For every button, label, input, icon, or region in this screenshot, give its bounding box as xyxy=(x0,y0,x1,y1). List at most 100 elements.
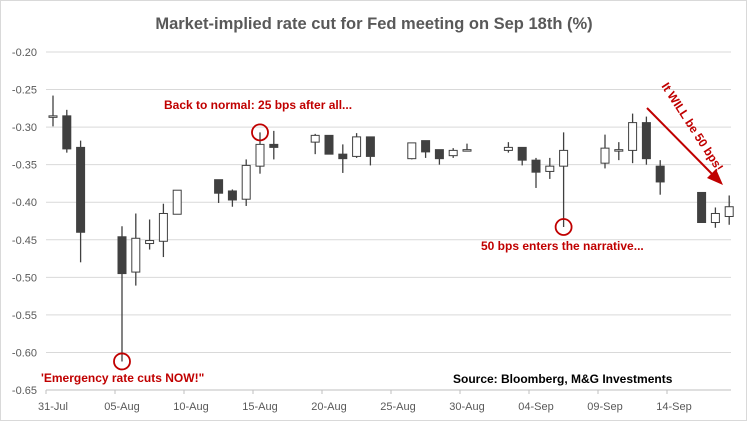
candle xyxy=(48,95,58,127)
candle-body xyxy=(214,179,224,194)
candle-body xyxy=(697,191,707,224)
annotation-circle-emergency xyxy=(113,352,131,371)
y-tick-label: -0.35 xyxy=(12,160,37,172)
x-tick-label: 30-Aug xyxy=(449,401,484,413)
candle-body xyxy=(48,115,58,118)
candle xyxy=(310,133,320,155)
annotation-back-to-normal: Back to normal: 25 bps after all... xyxy=(164,98,352,112)
candle-body xyxy=(172,189,182,215)
candle xyxy=(462,143,472,152)
x-tick-label: 25-Aug xyxy=(380,401,415,413)
candle xyxy=(655,160,665,195)
candle-body xyxy=(227,190,237,201)
candle-body xyxy=(724,206,734,217)
candle xyxy=(421,140,431,158)
candle-body xyxy=(365,136,375,157)
candle-body xyxy=(62,115,72,150)
candle xyxy=(407,142,417,160)
candle-body xyxy=(352,136,362,157)
candle-body xyxy=(76,146,86,233)
candle xyxy=(724,195,734,225)
candle xyxy=(338,144,348,173)
x-tick-label: 05-Aug xyxy=(104,401,139,413)
candle xyxy=(710,207,720,228)
candle xyxy=(365,136,375,166)
candle-body xyxy=(710,212,720,224)
annotation-emergency: 'Emergency rate cuts NOW!" xyxy=(41,371,204,385)
candle-body xyxy=(641,122,651,160)
candle xyxy=(117,226,127,362)
candle xyxy=(352,133,362,158)
candle-body xyxy=(545,165,555,172)
candle-body xyxy=(310,134,320,143)
candle xyxy=(324,134,334,155)
annotation-circle-back-to-normal xyxy=(251,123,269,142)
x-tick-label: 15-Aug xyxy=(242,401,277,413)
candle-body xyxy=(117,236,127,275)
candle-body xyxy=(255,143,265,167)
candle xyxy=(172,189,182,215)
candle-body xyxy=(158,212,168,242)
candle-body xyxy=(628,122,638,151)
candle xyxy=(641,116,651,165)
x-tick-label: 04-Sep xyxy=(518,401,553,413)
x-tick-label: 14-Sep xyxy=(656,401,691,413)
candle xyxy=(503,142,513,153)
y-tick-label: -0.40 xyxy=(12,197,37,209)
candle-body xyxy=(324,134,334,155)
candle-body xyxy=(241,164,251,200)
candle-body xyxy=(614,149,624,152)
annotation-circle-50bps xyxy=(554,218,573,236)
candle-body xyxy=(338,153,348,160)
candle xyxy=(241,159,251,206)
arrow-head-icon xyxy=(707,169,723,185)
y-tick-label: -0.55 xyxy=(12,310,37,322)
chart-title: Market-implied rate cut for Fed meeting … xyxy=(155,15,592,33)
source-note: Source: Bloomberg, M&G Investments xyxy=(453,372,673,386)
candle-body xyxy=(462,149,472,152)
candle-body xyxy=(531,159,541,173)
annotation-50bps-narrative: 50 bps enters the narrative... xyxy=(481,239,644,253)
candle-body xyxy=(434,149,444,160)
y-tick-label: -0.25 xyxy=(12,85,37,97)
candle xyxy=(559,132,569,228)
candle-body xyxy=(421,140,431,153)
x-tick-label: 09-Sep xyxy=(587,401,622,413)
x-tick-label: 20-Aug xyxy=(311,401,346,413)
candle-body xyxy=(448,149,458,157)
candle-body xyxy=(655,165,665,183)
candle xyxy=(628,113,638,164)
candle-body xyxy=(131,237,141,273)
candle xyxy=(62,109,72,153)
y-tick-label: -0.20 xyxy=(12,47,37,59)
candle-body xyxy=(600,147,610,164)
candle xyxy=(214,179,224,203)
candle xyxy=(517,146,527,166)
candle xyxy=(697,191,707,224)
candle xyxy=(227,189,237,207)
candle-body xyxy=(145,240,155,245)
candle xyxy=(158,203,168,258)
candle xyxy=(434,149,444,165)
candle-body xyxy=(269,143,279,148)
candle-body xyxy=(503,146,513,151)
y-tick-label: -0.60 xyxy=(12,347,37,359)
candle xyxy=(255,132,265,174)
candle-body xyxy=(407,142,417,160)
candle xyxy=(131,213,141,286)
y-tick-label: -0.45 xyxy=(12,235,37,247)
candle xyxy=(614,142,624,161)
x-tick-label: 10-Aug xyxy=(173,401,208,413)
x-tick-label: 31-Jul xyxy=(38,401,68,413)
candle xyxy=(531,157,541,188)
candle xyxy=(145,219,155,250)
candle xyxy=(76,140,86,263)
y-tick-label: -0.30 xyxy=(12,122,37,134)
candle-body xyxy=(517,146,527,161)
annotation-arrow xyxy=(646,107,716,178)
candle-body xyxy=(559,149,569,167)
y-tick-label: -0.65 xyxy=(12,385,37,397)
candle xyxy=(600,134,610,169)
